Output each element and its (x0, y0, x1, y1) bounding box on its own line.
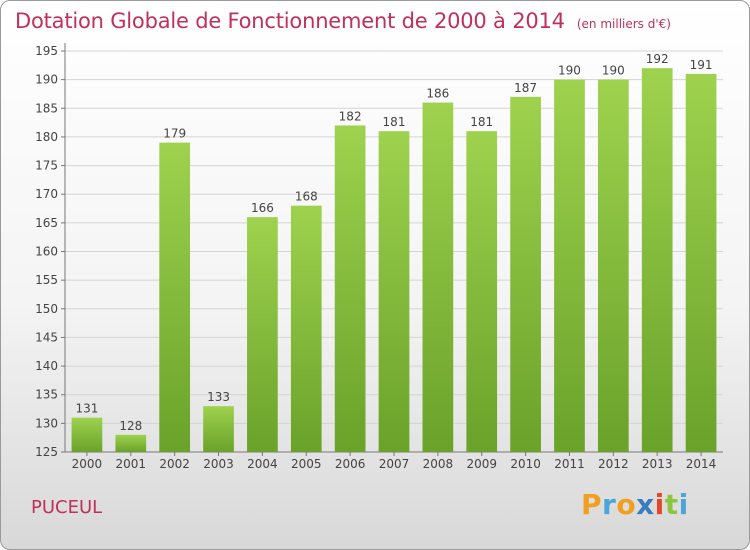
bar-2012 (597, 79, 629, 453)
y-tick-label: 155 (35, 273, 58, 287)
y-tick-label: 170 (35, 187, 58, 201)
bars (71, 68, 717, 453)
bar-2014 (685, 73, 717, 453)
logo-letter: i (678, 488, 689, 521)
y-tick-label: 185 (35, 101, 58, 115)
x-tick-label-2000: 2000 (72, 457, 103, 471)
logo-letter: t (664, 488, 679, 521)
x-tick-label-2009: 2009 (466, 457, 497, 471)
x-tick-label-2004: 2004 (247, 457, 278, 471)
tick-labels: 125 130 135 140 145 150 155 160 165 170 175 180 185 1… (35, 44, 716, 471)
x-tick-label-2011: 2011 (554, 457, 585, 471)
bar-2001 (115, 434, 147, 452)
data-label-2006: 182 (339, 109, 362, 123)
logo-letter: o (616, 488, 637, 521)
data-label-2011: 190 (558, 64, 581, 78)
data-label-2008: 186 (426, 87, 449, 101)
y-tick-label: 145 (35, 330, 58, 344)
bar-2013 (641, 68, 673, 452)
data-label-2007: 181 (383, 115, 406, 129)
chart-title: Dotation Globale de Fonctionnement de 20… (15, 9, 671, 33)
x-tick-label-2008: 2008 (423, 457, 454, 471)
data-label-2009: 181 (470, 115, 493, 129)
y-tick-label: 175 (35, 159, 58, 173)
x-tick-label-2001: 2001 (116, 457, 147, 471)
logo-letter: r (602, 488, 617, 521)
data-label-2003: 133 (207, 390, 230, 404)
y-tick-label: 165 (35, 216, 58, 230)
x-tick-label-2014: 2014 (686, 457, 717, 471)
bar-2002 (159, 142, 191, 452)
bar-2008 (422, 102, 454, 453)
bar-2009 (466, 131, 498, 452)
x-tick-label-2012: 2012 (598, 457, 629, 471)
logo-letter: i (654, 488, 665, 521)
bar-2004 (247, 217, 278, 452)
data-label-2013: 192 (646, 52, 669, 66)
y-tick-label: 190 (35, 73, 58, 87)
y-tick-label: 125 (35, 445, 58, 459)
commune-name: PUCEUL (31, 497, 103, 518)
logo-letter: x (636, 488, 655, 521)
y-tick-label: 195 (35, 44, 58, 58)
proxiti-logo: Proxiti (581, 488, 689, 521)
bar-2006 (334, 125, 366, 452)
data-label-2014: 191 (690, 58, 713, 72)
bar-2005 (290, 205, 322, 452)
x-tick-label-2010: 2010 (510, 457, 541, 471)
x-tick-label-2005: 2005 (291, 457, 322, 471)
x-tick-label-2013: 2013 (642, 457, 673, 471)
data-label-2004: 166 (251, 201, 274, 215)
bar-2007 (378, 131, 410, 452)
chart-subtitle: (en milliers d'€) (576, 17, 671, 31)
bar-2010 (510, 96, 541, 452)
data-label-2012: 190 (602, 64, 625, 78)
chart-title-text: Dotation Globale de Fonctionnement de 20… (15, 9, 565, 33)
data-label-2001: 128 (119, 419, 142, 433)
x-tick-label-2006: 2006 (335, 457, 366, 471)
y-tick-label: 135 (35, 388, 58, 402)
logo-letter: P (581, 488, 603, 521)
x-tick-label-2003: 2003 (203, 457, 234, 471)
y-tick-label: 140 (35, 359, 58, 373)
bar-2011 (554, 79, 585, 453)
x-tick-label-2002: 2002 (159, 457, 190, 471)
x-tick-label-2007: 2007 (379, 457, 410, 471)
bar-2000 (71, 417, 103, 452)
data-label-2005: 168 (295, 190, 318, 204)
data-label-2002: 179 (163, 127, 186, 141)
y-tick-label: 160 (35, 245, 58, 259)
data-label-2000: 131 (75, 402, 98, 416)
data-label-2010: 187 (514, 81, 537, 95)
y-tick-label: 150 (35, 302, 58, 316)
data-labels: 131 128 179 133 166 168 182 181 186 181 187 190 190 1… (75, 52, 712, 433)
bar-2003 (203, 406, 234, 452)
y-tick-label: 180 (35, 130, 58, 144)
y-tick-label: 130 (35, 416, 58, 430)
